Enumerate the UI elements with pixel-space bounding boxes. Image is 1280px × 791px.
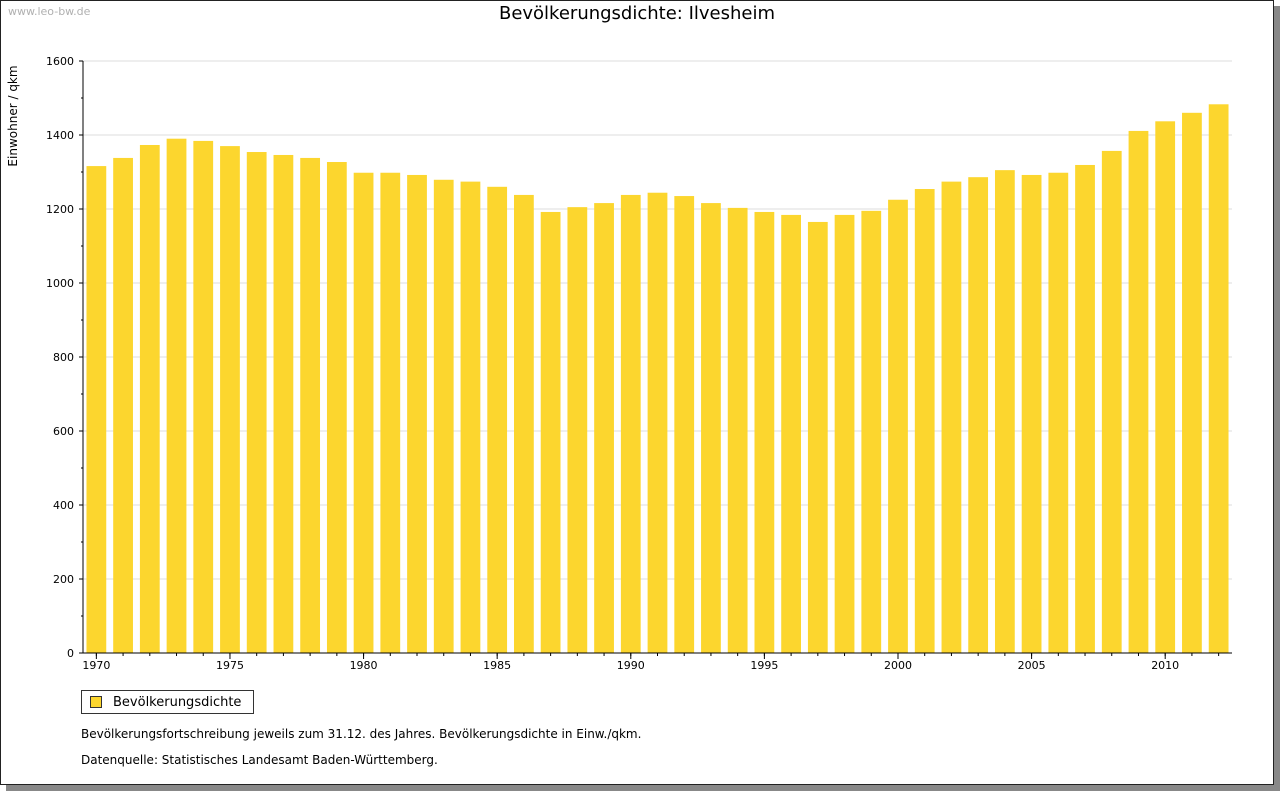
x-tick-label: 2010 [1151, 659, 1179, 672]
bar-2000 [888, 199, 908, 653]
bar-1974 [193, 140, 214, 654]
bar-1984 [460, 181, 481, 653]
y-tick-label: 1000 [46, 277, 74, 290]
bar-1982 [407, 174, 427, 653]
bar-1979 [326, 162, 347, 653]
bar-1981 [380, 172, 401, 654]
bar-1970 [86, 166, 107, 653]
chart-title: Bevölkerungsdichte: Ilvesheim [498, 3, 776, 24]
x-tick-label: 2000 [884, 659, 912, 672]
bar-1994 [727, 207, 748, 653]
x-tick-label: 1995 [750, 659, 778, 672]
y-tick-label: 0 [67, 647, 74, 660]
data-source: Datenquelle: Statistisches Landesamt Bad… [81, 753, 438, 767]
x-tick-label: 1975 [216, 659, 244, 672]
y-axis-label: Einwohner / qkm [6, 65, 20, 166]
bar-1973 [166, 138, 187, 653]
bar-1983 [433, 179, 454, 653]
y-tick-label: 400 [53, 499, 74, 512]
bar-2001 [914, 189, 935, 653]
bar-2011 [1182, 112, 1202, 654]
bar-1992 [674, 196, 695, 654]
x-tick-label: 1980 [350, 659, 378, 672]
x-tick-label: 1985 [483, 659, 511, 672]
bar-1978 [300, 157, 321, 653]
bar-1976 [246, 152, 267, 653]
bar-1972 [139, 144, 160, 654]
bar-1990 [620, 194, 641, 653]
bar-1995 [754, 211, 775, 653]
bar-2007 [1075, 164, 1095, 653]
legend-label: Bevölkerungsdichte [113, 694, 242, 710]
bar-1989 [594, 203, 614, 653]
bar-chart: 0 200 400 600 800 1000 1200 1400 1600 1970 1975 198… [6, 55, 1232, 672]
bar-1988 [567, 207, 588, 653]
bar-2012 [1208, 104, 1229, 654]
bar-1977 [273, 154, 294, 654]
y-tick-label: 600 [53, 425, 74, 438]
bar-2010 [1155, 121, 1176, 653]
bar-1975 [220, 146, 240, 653]
bar-1986 [514, 194, 534, 653]
bar-1980 [353, 172, 374, 654]
bar-1998 [834, 214, 855, 654]
bar-1999 [861, 210, 882, 653]
y-tick-label: 800 [53, 351, 74, 364]
bars [86, 104, 1229, 654]
bar-2003 [968, 177, 989, 653]
bar-2009 [1128, 130, 1149, 653]
bar-1991 [647, 192, 668, 653]
bar-1987 [540, 211, 561, 653]
bar-2006 [1048, 172, 1069, 654]
bar-2004 [994, 170, 1015, 653]
bar-1993 [701, 203, 721, 653]
axes: 0 200 400 600 800 1000 1200 1400 1600 1970 1975 198… [46, 55, 1232, 672]
bar-1985 [487, 186, 508, 654]
bar-2008 [1101, 150, 1122, 653]
x-tick-label: 2005 [1018, 659, 1046, 672]
bar-1996 [781, 214, 801, 654]
bar-1971 [113, 157, 133, 653]
x-tick-label: 1990 [617, 659, 645, 672]
y-tick-label: 1400 [46, 129, 74, 142]
legend: Bevölkerungsdichte [81, 690, 255, 714]
legend-swatch [90, 696, 102, 708]
footnote: Bevölkerungsfortschreibung jeweils zum 3… [81, 727, 642, 741]
x-tick-label: 1970 [82, 659, 110, 672]
y-tick-label: 200 [53, 573, 74, 586]
watermark: www.leo-bw.de [8, 5, 91, 18]
y-tick-label: 1600 [46, 55, 74, 68]
bar-2005 [1021, 174, 1042, 653]
bar-2002 [941, 181, 962, 653]
y-tick-label: 1200 [46, 203, 74, 216]
bar-1997 [807, 221, 828, 653]
